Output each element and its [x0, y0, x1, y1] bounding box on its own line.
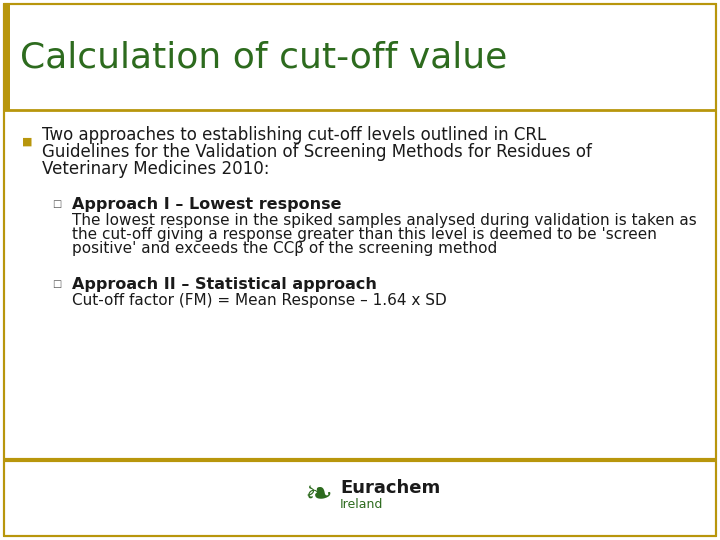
- Text: positive' and exceeds the CCβ of the screening method: positive' and exceeds the CCβ of the scr…: [72, 240, 498, 255]
- Bar: [4, 4, 10, 110]
- Text: Cut-off factor (FM) = Mean Response – 1.64 x SD: Cut-off factor (FM) = Mean Response – 1.…: [72, 293, 446, 307]
- Text: Eurachem: Eurachem: [340, 479, 440, 497]
- Text: Approach II – Statistical approach: Approach II – Statistical approach: [72, 276, 377, 292]
- Text: Ireland: Ireland: [340, 497, 383, 510]
- Text: ❧: ❧: [304, 478, 332, 511]
- Text: ■: ■: [22, 137, 32, 147]
- Text: □: □: [52, 279, 61, 289]
- Text: The lowest response in the spiked samples analysed during validation is taken as: The lowest response in the spiked sample…: [72, 213, 697, 227]
- Text: the cut-off giving a response greater than this level is deemed to be 'screen: the cut-off giving a response greater th…: [72, 226, 657, 241]
- Text: Approach I – Lowest response: Approach I – Lowest response: [72, 197, 341, 212]
- Text: Veterinary Medicines 2010:: Veterinary Medicines 2010:: [42, 160, 269, 178]
- Text: □: □: [52, 199, 61, 209]
- Text: Calculation of cut-off value: Calculation of cut-off value: [20, 40, 508, 74]
- Text: Two approaches to establishing cut-off levels outlined in CRL: Two approaches to establishing cut-off l…: [42, 126, 546, 144]
- Text: Guidelines for the Validation of Screening Methods for Residues of: Guidelines for the Validation of Screeni…: [42, 143, 592, 161]
